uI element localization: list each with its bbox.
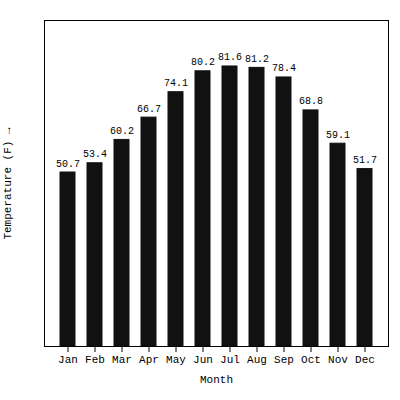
svg-text:Feb: Feb bbox=[85, 354, 105, 366]
svg-text:Temperature (F) →: Temperature (F) → bbox=[2, 127, 14, 240]
svg-text:Jul: Jul bbox=[220, 354, 240, 366]
svg-text:Nov: Nov bbox=[328, 354, 348, 366]
svg-text:Dec: Dec bbox=[355, 354, 375, 366]
svg-text:59.1: 59.1 bbox=[326, 130, 350, 141]
svg-text:81.2: 81.2 bbox=[245, 54, 269, 65]
svg-text:66.7: 66.7 bbox=[137, 104, 161, 115]
svg-text:Jan: Jan bbox=[58, 354, 78, 366]
svg-text:Apr: Apr bbox=[139, 354, 159, 366]
svg-text:Oct: Oct bbox=[301, 354, 321, 366]
svg-text:Month: Month bbox=[200, 374, 233, 386]
svg-text:Sep: Sep bbox=[274, 354, 294, 366]
svg-text:81.6: 81.6 bbox=[218, 52, 242, 63]
svg-text:51.7: 51.7 bbox=[353, 155, 377, 166]
svg-text:50.7: 50.7 bbox=[56, 159, 80, 170]
svg-text:May: May bbox=[166, 354, 186, 366]
svg-text:53.4: 53.4 bbox=[83, 149, 107, 160]
svg-text:60.2: 60.2 bbox=[110, 126, 134, 137]
svg-text:78.4: 78.4 bbox=[272, 63, 296, 74]
svg-text:Jun: Jun bbox=[193, 354, 213, 366]
svg-text:68.8: 68.8 bbox=[299, 96, 323, 107]
svg-text:Mar: Mar bbox=[112, 354, 132, 366]
svg-text:Aug: Aug bbox=[247, 354, 267, 366]
svg-text:80.2: 80.2 bbox=[191, 57, 215, 68]
svg-text:74.1: 74.1 bbox=[164, 78, 188, 89]
